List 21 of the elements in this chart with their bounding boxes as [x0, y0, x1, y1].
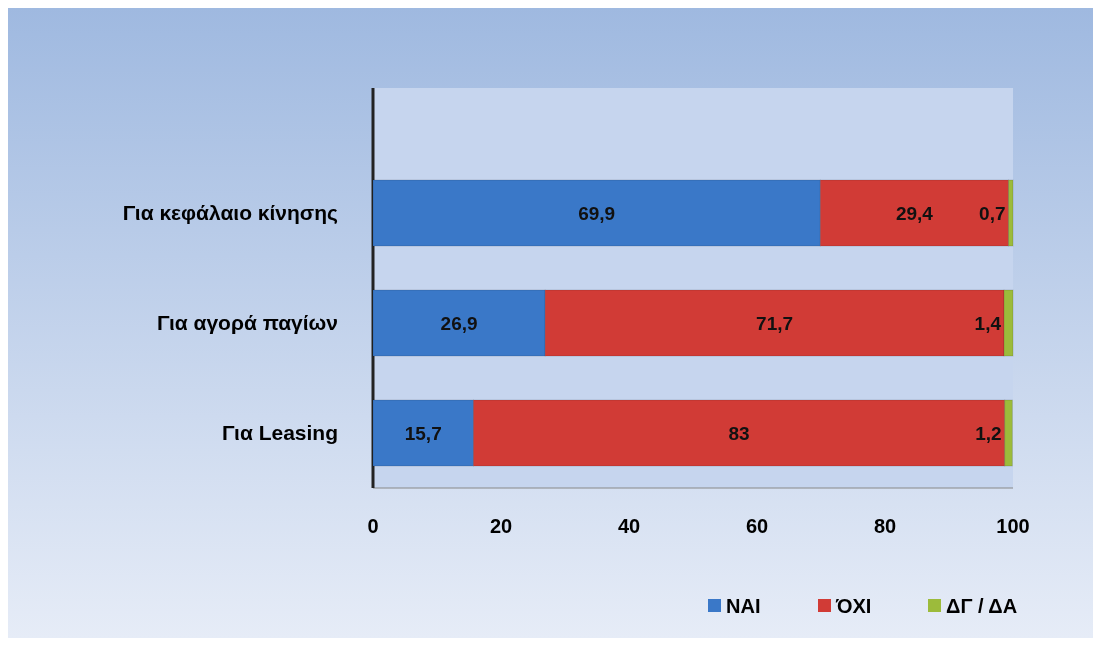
- x-tick-label: 60: [745, 515, 769, 537]
- legend-label: ΌΧΙ: [835, 595, 872, 617]
- data-label: 29,4: [895, 202, 934, 224]
- data-label: 26,9: [440, 312, 478, 334]
- y-tick-label: Για αγορά παγίων: [156, 311, 338, 335]
- data-label: 1,4: [974, 312, 1002, 334]
- data-label: 1,2: [975, 422, 1002, 444]
- x-tick-label: 80: [873, 515, 897, 537]
- data-label: 15,7: [404, 422, 442, 444]
- legend-label: ΔΓ / ΔΑ: [946, 595, 1018, 617]
- y-tick-label: Για κεφάλαιο κίνησης: [122, 201, 339, 226]
- y-tick-label: Για Leasing: [222, 421, 338, 445]
- x-tick-label: 20: [489, 515, 513, 537]
- data-label: 0,7: [979, 202, 1006, 224]
- legend-label: ΝΑΙ: [726, 595, 761, 617]
- data-label: 69,9: [578, 202, 616, 224]
- x-tick-label: 0: [367, 515, 379, 537]
- data-label: 83: [728, 422, 750, 444]
- x-tick-label: 40: [617, 515, 641, 537]
- data-label: 71,7: [756, 312, 794, 334]
- x-tick-label: 100: [996, 515, 1030, 537]
